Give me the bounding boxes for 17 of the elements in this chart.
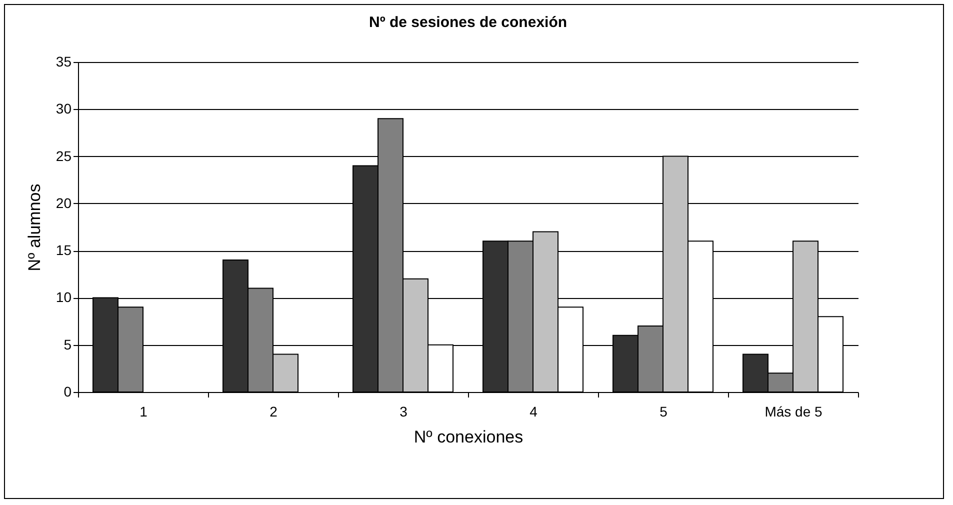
y-tick-label: 0 <box>64 384 72 400</box>
x-tick-label: 1 <box>140 404 148 420</box>
y-tick-label: 25 <box>56 148 72 164</box>
y-tick-label: 35 <box>56 54 72 70</box>
y-tick-label: 15 <box>56 242 72 258</box>
y-tick-label: 10 <box>56 289 72 306</box>
y-tick-label: 30 <box>56 100 72 117</box>
y-axis-title: Nº alumnos <box>24 184 44 272</box>
y-tick-label: 5 <box>64 336 72 352</box>
x-tick-label: Más de 5 <box>764 404 823 420</box>
x-tick-label: 5 <box>660 404 668 420</box>
y-tick-label: 20 <box>56 194 72 211</box>
x-tick-label: 2 <box>270 404 278 420</box>
x-tick-label: 4 <box>530 404 538 420</box>
x-tick-label: 3 <box>400 404 408 420</box>
chart-title: Nº de sesiones de conexión <box>368 14 568 31</box>
x-axis-title: Nº conexiones <box>414 428 524 446</box>
